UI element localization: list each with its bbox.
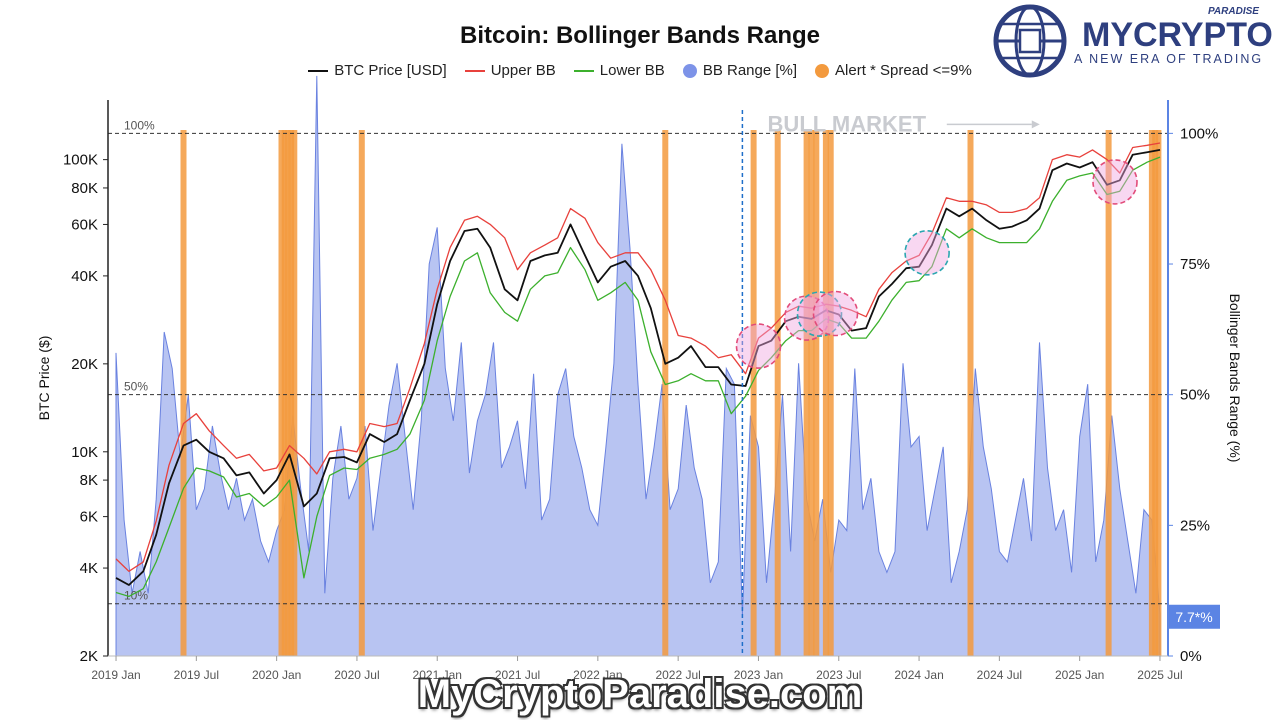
logo-name: MYCRYPTO (1082, 16, 1273, 54)
y-tick-label: 40K (71, 268, 98, 285)
x-tick-label: 2021 Jul (495, 668, 540, 682)
alert-bar (774, 130, 781, 656)
alert-highlight-circle (796, 291, 843, 337)
watermark: MyCryptoParadise.com (417, 672, 863, 716)
alert-bar (808, 130, 815, 656)
bb-range-area (115, 75, 1161, 657)
alert-bar (278, 130, 285, 656)
legend-item-lower[interactable]: Lower BB (573, 62, 665, 79)
y2-axis-title: Bollinger Bands Range (%) (1227, 294, 1243, 463)
bull-market-annotation: BULL MARKET (768, 111, 927, 136)
logo-paradise: PARADISE (1208, 6, 1259, 17)
legend-label-range: BB Range [%] (702, 62, 798, 79)
x-tick-label: 2019 Jan (91, 668, 140, 682)
alert-highlight-circle (904, 230, 950, 276)
legend-swatch-upper (464, 69, 485, 72)
reference-line-label: 10% (124, 589, 148, 603)
legend-swatch-lower (573, 69, 594, 72)
alert-bar (1155, 130, 1162, 656)
alert-bar (967, 130, 974, 656)
y-tick-label: 8K (80, 472, 98, 489)
x-tick-label: 2023 Jan (734, 668, 783, 682)
alert-bars (180, 130, 1162, 656)
y2-tick-label: 100% (1180, 125, 1218, 142)
x-tick-label: 2020 Jul (334, 668, 379, 682)
y2-tick-label: 75% (1180, 256, 1210, 273)
y2-tick-label: 0% (1180, 648, 1202, 665)
logo-tagline: A NEW ERA OF TRADING (1074, 52, 1264, 66)
chart-title: Bitcoin: Bollinger Bands Range (459, 22, 821, 49)
reference-lines: 100% 50% 10% (108, 118, 1168, 605)
legend-label-upper: Upper BB (490, 62, 556, 79)
legend-item-price[interactable]: BTC Price [USD] (308, 62, 447, 79)
alert-highlight-circle (812, 290, 859, 337)
alert-bar (281, 130, 288, 656)
y-tick-label: 10K (71, 444, 98, 461)
x-tick-label: 2022 Jul (655, 668, 700, 682)
legend-label-alert: Alert * Spread <=9% (835, 62, 972, 79)
lower-bb-line (115, 156, 1161, 598)
x-tick-label: 2025 Jul (1137, 668, 1182, 682)
btc-price-line (115, 149, 1161, 586)
x-tick-label: 2022 Jan (573, 668, 622, 682)
y2-tick-label: 25% (1180, 517, 1210, 534)
x-tick-label: 2021 Jan (413, 668, 462, 682)
alert-highlight-circle (783, 295, 830, 341)
alert-bar (291, 130, 298, 656)
logo: PARADISE MYCRYPTO A NEW ERA OF TRADING (990, 2, 1280, 80)
annotations: BULL MARKET 7.7*% (735, 111, 1220, 629)
legend-swatch-price (308, 69, 329, 72)
alert-bar (180, 130, 187, 656)
bull-market-arrowhead (1031, 120, 1040, 129)
current-value-badge (1168, 604, 1220, 629)
upper-bb-line (115, 142, 1161, 572)
alert-bar (358, 130, 365, 656)
y-tick-label: 100K (63, 152, 98, 169)
alert-bar (1105, 130, 1112, 656)
reference-line-label: 100% (124, 118, 155, 132)
legend: BTC Price [USD] Upper BB Lower BB BB Ran… (0, 62, 1280, 79)
x-tick-label: 2020 Jan (252, 668, 301, 682)
legend-swatch-alert (815, 63, 830, 78)
globe-icon (993, 4, 1067, 78)
alert-bar (827, 130, 834, 656)
legend-item-range[interactable]: BB Range [%] (682, 62, 798, 79)
x-tick-label: 2025 Jan (1055, 668, 1104, 682)
x-tick-label: 2024 Jan (894, 668, 943, 682)
y-tick-label: 4K (80, 560, 98, 577)
y-tick-label: 2K (80, 648, 98, 665)
legend-label-price: BTC Price [USD] (334, 62, 447, 79)
legend-item-alert[interactable]: Alert * Spread <=9% (815, 62, 972, 79)
y2-tick-label: 50% (1180, 387, 1210, 404)
price-lines (115, 142, 1161, 598)
y-tick-label: 20K (71, 356, 98, 373)
alert-bar (813, 130, 820, 656)
alert-bar (750, 130, 757, 656)
y-axis-title: BTC Price ($) (36, 336, 52, 421)
alert-bar (284, 130, 291, 656)
legend-swatch-range (682, 63, 697, 78)
x-tick-label: 2023 Jul (816, 668, 861, 682)
y-tick-label: 60K (71, 216, 98, 233)
x-tick-label: 2019 Jul (174, 668, 219, 682)
x-tick-label: 2024 Jul (977, 668, 1022, 682)
legend-label-lower: Lower BB (599, 62, 665, 79)
alert-bar (803, 130, 810, 656)
y-tick-label: 6K (80, 509, 98, 526)
current-value-badge-label: 7.7*% (1175, 609, 1212, 625)
y-tick-label: 80K (71, 180, 98, 197)
alert-highlight-circle (1092, 159, 1138, 205)
bb-range-series (115, 75, 1161, 657)
alert-highlight-circle (735, 323, 782, 369)
alert-bar (1148, 130, 1155, 656)
axes: 100K 80K 60K 40K 20K 10K 8K 6K 4K 2K 100% 75% 50% 25%… (36, 100, 1243, 682)
alert-bar (288, 130, 295, 656)
alert-bar (822, 130, 829, 656)
alert-bar (1152, 130, 1159, 656)
reference-line-label: 50% (124, 380, 148, 394)
legend-item-upper[interactable]: Upper BB (464, 62, 556, 79)
alert-bar (662, 130, 669, 656)
